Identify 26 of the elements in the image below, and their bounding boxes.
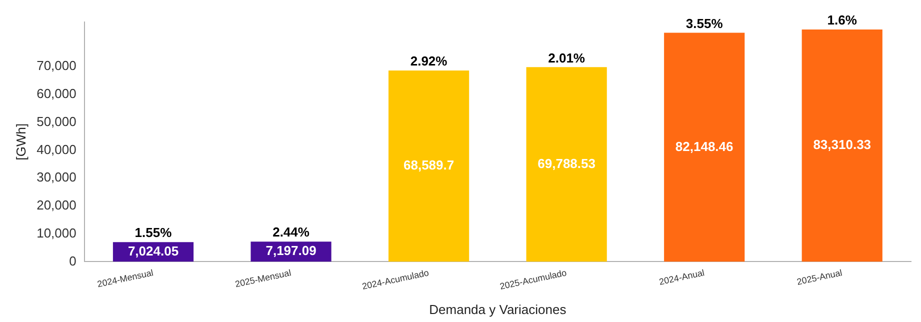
y-tick-label: 60,000 xyxy=(36,86,76,102)
bar xyxy=(526,67,607,262)
y-tick-label: 70,000 xyxy=(36,58,76,74)
data-label: 83,310.33 xyxy=(813,137,872,152)
y-tick-label: 50,000 xyxy=(36,114,76,129)
annotation: 2.44% xyxy=(272,224,310,240)
bar xyxy=(388,70,470,262)
y-tick-label: 20,000 xyxy=(36,198,76,213)
data-label: 68,589.7 xyxy=(403,158,454,173)
bar xyxy=(664,32,745,262)
x-axis-title: Demanda y Variaciones xyxy=(429,302,567,317)
annotation: 2.01% xyxy=(548,50,586,66)
data-label: 7,197.09 xyxy=(266,243,316,258)
annotation: 1.55% xyxy=(134,225,172,240)
data-label: 69,788.53 xyxy=(538,156,596,172)
data-label: 7,024.05 xyxy=(128,244,179,259)
data-label: 82,148.46 xyxy=(675,138,734,154)
y-tick-label: 30,000 xyxy=(36,170,76,185)
bar xyxy=(802,29,882,262)
y-tick-label: 0 xyxy=(69,253,76,268)
annotation: 3.55% xyxy=(686,16,724,31)
annotation: 1.6% xyxy=(827,12,858,28)
y-tick-label: 40,000 xyxy=(36,142,76,157)
y-tick-label: 10,000 xyxy=(36,225,76,240)
annotation: 2.92% xyxy=(410,54,448,69)
y-axis-title: [GWh] xyxy=(13,123,28,160)
